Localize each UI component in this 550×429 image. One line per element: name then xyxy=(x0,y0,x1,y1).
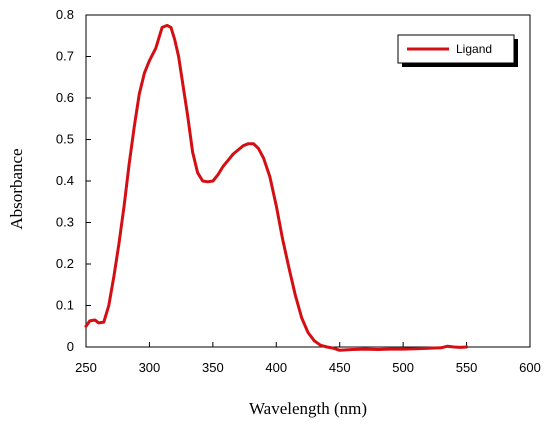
y-tick-label: 0.8 xyxy=(56,7,74,22)
x-tick-label: 300 xyxy=(139,360,161,375)
y-tick-label: 0.1 xyxy=(56,298,74,313)
x-tick-label: 250 xyxy=(75,360,97,375)
x-axis-title: Wavelength (nm) xyxy=(249,399,367,418)
x-tick-label: 350 xyxy=(202,360,224,375)
x-tick-label: 500 xyxy=(392,360,414,375)
y-tick-label: 0.3 xyxy=(56,215,74,230)
legend-box xyxy=(397,34,515,64)
x-tick-label: 400 xyxy=(265,360,287,375)
legend: Ligand xyxy=(397,34,518,67)
x-tick-label: 450 xyxy=(329,360,351,375)
y-tick-label: 0 xyxy=(67,339,74,354)
series-lines xyxy=(84,23,469,352)
y-tick-label: 0.5 xyxy=(56,132,74,147)
y-tick-label: 0.6 xyxy=(56,90,74,105)
y-tick-label: 0.7 xyxy=(56,49,74,64)
y-tick-label: 0.4 xyxy=(56,173,74,188)
x-axis-ticks: 250 300 350 400 450 500 550 600 xyxy=(75,342,541,375)
series-line-ligand xyxy=(84,23,469,352)
x-tick-label: 550 xyxy=(456,360,478,375)
y-axis-ticks: 0 0.1 0.2 0.3 0.4 0.5 0.6 0.7 0.8 xyxy=(56,7,91,354)
y-tick-label: 0.2 xyxy=(56,256,74,271)
x-tick-label: 600 xyxy=(519,360,541,375)
legend-label-ligand: Ligand xyxy=(456,42,492,56)
y-axis-title: Absorbance xyxy=(7,148,26,229)
